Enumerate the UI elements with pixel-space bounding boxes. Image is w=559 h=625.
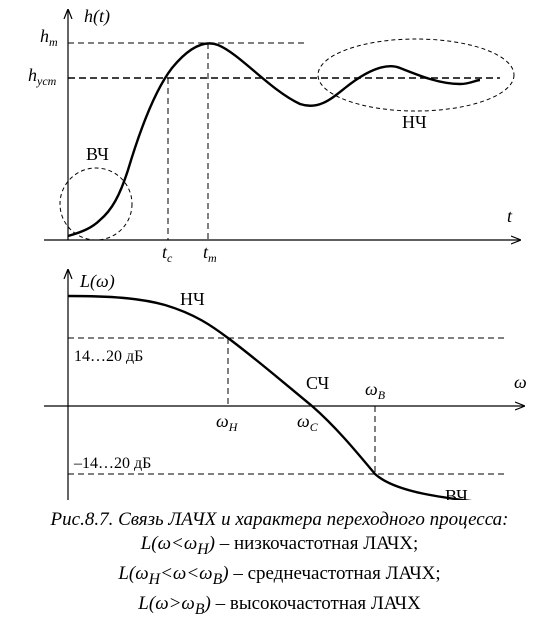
bottom-mf-region-label: СЧ — [306, 373, 330, 393]
hust-tick-label: hуст — [28, 65, 57, 88]
top-x-axis-label: t — [507, 206, 513, 226]
top-hf-region-label: ВЧ — [86, 144, 109, 164]
caption-mf-text: – среднечастотная ЛАЧХ; — [228, 562, 441, 584]
omega-b-label: ωВ — [365, 379, 386, 402]
caption-lf-text: – низкочастотная ЛАЧХ; — [215, 533, 419, 554]
caption-line-mf: L(ωН<ω<ωВ) – среднечастотная ЛАЧХ; — [0, 562, 559, 592]
omega-n-label: ωН — [216, 411, 239, 434]
caption-line-lf: L(ω<ωН) – низкочастотная ЛАЧХ; — [0, 532, 559, 562]
top-y-axis-label: h(t) — [84, 6, 110, 27]
caption-hf-text: – высокочастотная ЛАЧХ — [210, 592, 421, 614]
caption-title: Рис.8.7. Связь ЛАЧХ и характера переходн… — [50, 509, 509, 530]
caption-lf-math: L(ω<ωН) — [140, 533, 215, 558]
bottom-x-axis-label: ω — [514, 372, 527, 392]
bottom-y-axis-label: L(ω) — [79, 271, 115, 292]
magnitude-response-plot: L(ω) ω 14…20 дБ –14…20 дБ ωН ωС ωВ НЧ СЧ… — [44, 270, 527, 500]
upper-level-label: 14…20 дБ — [74, 348, 143, 365]
hf-region-ellipse — [59, 167, 133, 241]
tm-tick-label: tm — [203, 242, 217, 265]
figure-caption: Рис.8.7. Связь ЛАЧХ и характера переходн… — [0, 508, 559, 621]
diagram-canvas: h(t) t hm hуст tc tm ВЧ НЧ L(ω) ω 14…20 … — [28, 6, 527, 500]
hm-tick-label: hm — [40, 26, 58, 49]
lf-region-ellipse — [317, 38, 515, 112]
bottom-lf-region-label: НЧ — [180, 289, 205, 309]
bottom-hf-region-label: ВЧ — [445, 486, 468, 500]
tc-tick-label: tc — [162, 242, 173, 265]
caption-line-hf: L(ω>ωВ) – высокочастотная ЛАЧХ — [0, 592, 559, 622]
lower-level-label: –14…20 дБ — [73, 455, 151, 472]
magnitude-response-curve — [67, 294, 472, 500]
omega-c-label: ωС — [297, 411, 319, 434]
transient-response-plot: h(t) t hm hуст tc tm ВЧ НЧ — [28, 6, 520, 265]
caption-hf-math: L(ω>ωВ) — [138, 592, 211, 618]
transient-response-curve — [67, 42, 481, 238]
top-lf-region-label: НЧ — [402, 112, 427, 132]
caption-mf-math: L(ωН<ω<ωВ) — [118, 562, 229, 588]
